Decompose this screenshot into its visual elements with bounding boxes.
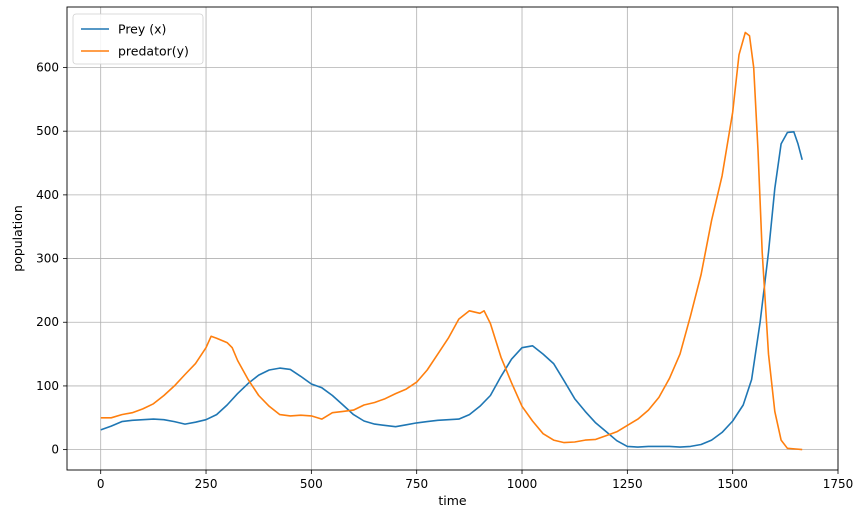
series-layer bbox=[100, 31, 803, 451]
x-tick-label: 250 bbox=[195, 477, 218, 491]
legend: Prey (x) predator(y) bbox=[72, 13, 204, 65]
plot-frame bbox=[66, 6, 839, 471]
x-tick-label: 500 bbox=[300, 477, 323, 491]
x-tick-label: 0 bbox=[97, 477, 105, 491]
x-tick-label: 1250 bbox=[612, 477, 643, 491]
x-axis-label: time bbox=[438, 493, 467, 508]
x-tick-label: 750 bbox=[405, 477, 428, 491]
y-tick-label: 0 bbox=[51, 443, 59, 457]
y-tick-label: 200 bbox=[36, 315, 59, 329]
y-tick-label: 300 bbox=[36, 252, 59, 266]
ticks: 0 250 500 750 1000 1250 1500 1750 0 100 200 300 400 5… bbox=[36, 61, 853, 491]
y-tick-label: 100 bbox=[36, 379, 59, 393]
y-tick-label: 600 bbox=[36, 61, 59, 75]
legend-label: Prey (x) bbox=[118, 22, 166, 37]
x-tick-label: 1000 bbox=[507, 477, 538, 491]
y-tick-label: 400 bbox=[36, 188, 59, 202]
y-tick-label: 500 bbox=[36, 124, 59, 138]
x-tick-label: 1750 bbox=[823, 477, 854, 491]
grid bbox=[67, 7, 839, 470]
x-tick-label: 1500 bbox=[717, 477, 748, 491]
y-axis-label: population bbox=[10, 205, 25, 272]
series-line bbox=[100, 131, 803, 448]
series-line bbox=[100, 31, 803, 451]
legend-label: predator(y) bbox=[118, 44, 189, 59]
